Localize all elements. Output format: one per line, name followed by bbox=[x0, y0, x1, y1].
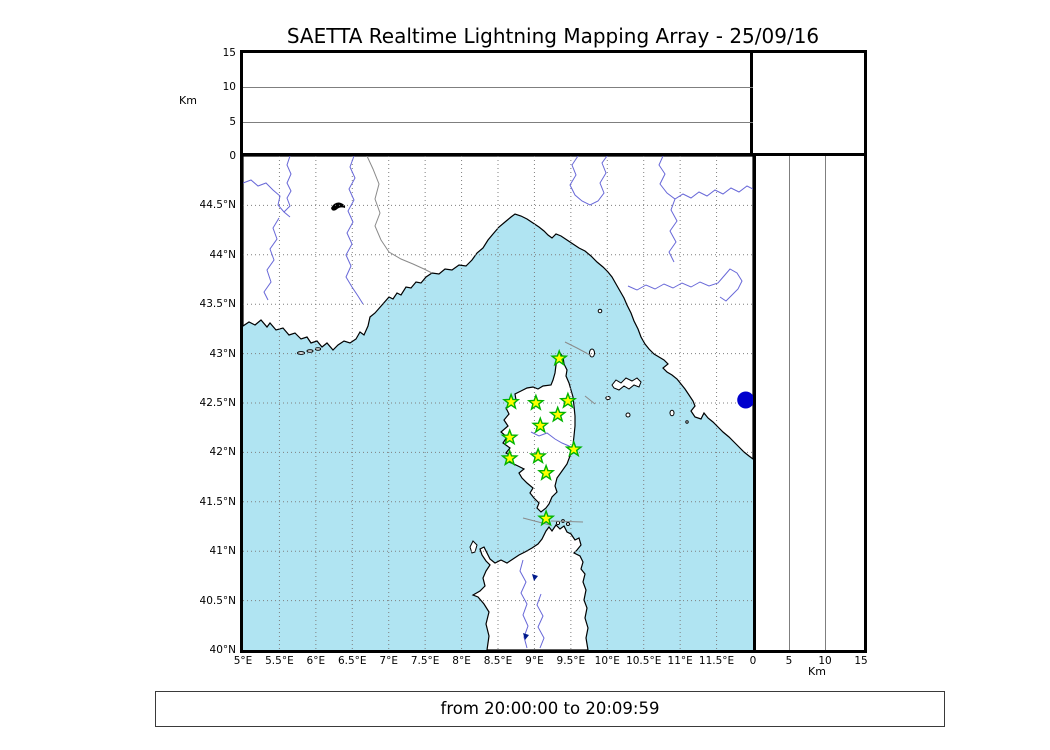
lat-tick-label: 42.5°N bbox=[199, 397, 236, 409]
station-marker bbox=[528, 446, 548, 465]
altitude-tick-label: 5 bbox=[229, 115, 236, 128]
altitude-gridline bbox=[243, 87, 753, 89]
lon-tick-label: 11°E bbox=[667, 655, 693, 667]
lon-tick-label: 10.5°E bbox=[626, 655, 662, 667]
latlon-grid bbox=[243, 156, 753, 650]
altitude-gridline bbox=[789, 156, 790, 650]
lon-tick-label: 11.5°E bbox=[698, 655, 735, 667]
hyeres-island-2 bbox=[306, 349, 314, 353]
lat-tick-label: 40.5°N bbox=[199, 594, 236, 607]
map-panel bbox=[240, 153, 756, 653]
lon-tick-label: 7°E bbox=[379, 655, 398, 667]
lat-tick-label: 44°N bbox=[209, 248, 236, 261]
gorgona-island bbox=[597, 308, 603, 314]
altitude-tick-label: 15 bbox=[222, 47, 236, 59]
altitude-tick-label: 10 bbox=[222, 81, 236, 94]
altitude-tick-label: 5 bbox=[785, 655, 793, 667]
altitude-tick-label: 10 bbox=[818, 655, 832, 667]
station-marker bbox=[548, 405, 567, 423]
altitude-vs-longitude-panel bbox=[240, 50, 756, 159]
page-title: SAETTA Realtime Lightning Mapping Array … bbox=[286, 24, 820, 48]
corner-panel bbox=[750, 50, 867, 159]
lat-tick-label: 43°N bbox=[209, 347, 236, 360]
corsica-island bbox=[500, 351, 576, 513]
lon-tick-label: 8.5°E bbox=[483, 655, 513, 667]
lat-tick-label: 43.5°N bbox=[199, 298, 236, 311]
mainland-coastline bbox=[243, 156, 753, 460]
altitude-axis-label-bottom: Km bbox=[808, 665, 826, 678]
lat-tick-label: 40°N bbox=[209, 644, 236, 656]
alpine-lake bbox=[331, 202, 346, 211]
elba-island bbox=[611, 377, 642, 391]
geographic-map bbox=[243, 156, 753, 650]
lat-tick-label: 42°N bbox=[209, 446, 236, 459]
station-marker bbox=[537, 463, 556, 481]
event-marker bbox=[737, 391, 753, 409]
boundary-lines bbox=[366, 156, 596, 526]
maddalena-island-1 bbox=[555, 520, 561, 526]
sardinia-island bbox=[471, 524, 589, 650]
time-range-text: from 20:00:00 to 20:09:59 bbox=[440, 699, 660, 718]
station-marker bbox=[564, 439, 583, 458]
altitude-gridline bbox=[825, 156, 826, 650]
station-marker bbox=[537, 509, 556, 527]
lon-tick-label: 9.5°E bbox=[556, 655, 586, 667]
maddalena-island-3 bbox=[566, 522, 570, 526]
lon-tick-label: 7.5°E bbox=[410, 655, 440, 667]
time-range-box: from 20:00:00 to 20:09:59 bbox=[155, 691, 945, 727]
event-marker-group bbox=[737, 391, 753, 409]
pianosa-island bbox=[605, 396, 611, 400]
station-marker bbox=[531, 416, 550, 434]
altitude-tick-label: 0 bbox=[229, 150, 236, 162]
montecristo-island bbox=[625, 412, 631, 418]
small-islands bbox=[297, 308, 689, 554]
lat-tick-label: 41°N bbox=[209, 545, 236, 558]
lon-tick-label: 5.5°E bbox=[265, 655, 294, 667]
rivers bbox=[243, 156, 753, 649]
station-markers bbox=[500, 348, 583, 527]
capraia-island bbox=[589, 348, 595, 358]
lat-tick-label: 44.5°N bbox=[199, 199, 236, 212]
giannutri-island bbox=[685, 420, 689, 424]
station-marker bbox=[526, 393, 545, 411]
asinara-island bbox=[469, 540, 478, 554]
station-marker bbox=[558, 391, 578, 409]
station-marker bbox=[500, 448, 519, 467]
station-marker bbox=[500, 428, 519, 446]
lat-tick-label: 41.5°N bbox=[199, 495, 236, 508]
lon-tick-label: 6°E bbox=[306, 655, 326, 667]
lon-tick-label: 8°E bbox=[452, 655, 471, 667]
france-italy-border bbox=[366, 156, 433, 274]
giglio-island bbox=[669, 409, 675, 417]
lon-tick-label: 9°E bbox=[525, 655, 544, 667]
altitude-gridline bbox=[243, 121, 753, 123]
station-marker bbox=[550, 348, 569, 367]
altitude-vs-latitude-panel bbox=[750, 153, 867, 653]
altitude-axis-label-left: Km bbox=[179, 94, 197, 107]
lon-tick-label: 10°E bbox=[594, 655, 620, 667]
lon-tick-label: 6.5°E bbox=[337, 655, 367, 667]
altitude-tick-label: 0 bbox=[749, 655, 757, 667]
station-marker bbox=[502, 392, 521, 410]
lon-tick-label: 5°E bbox=[233, 655, 253, 667]
inland-lakes bbox=[523, 574, 538, 640]
altitude-tick-label: 15 bbox=[854, 655, 868, 667]
